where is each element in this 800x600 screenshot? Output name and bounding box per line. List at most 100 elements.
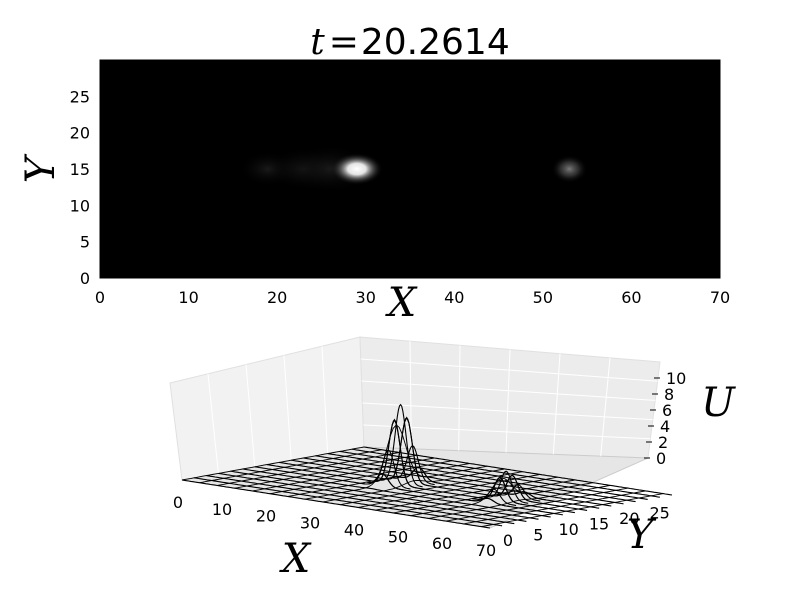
surface-x-tick-label: 20 [256,507,276,526]
surface-x-tick-label: 30 [300,514,320,533]
surface-peak-1-ridge [502,491,547,501]
surface-peak-1-ridge [490,474,535,503]
surface-z-label: U [701,380,736,426]
back-pane-hgridline [361,380,656,401]
surface-x-ticks: 0 10 20 30 40 50 60 70 [173,493,496,560]
heatmap-x-tick-label: 30 [356,288,376,307]
mesh-column [463,490,646,525]
surface-x-tick-label: 60 [432,534,452,553]
heatmap-y-tick-label: 10 [70,196,90,215]
back-pane-gridline [552,353,561,455]
left-pane-gridline [321,346,329,454]
surface-x-tick-label: 0 [173,493,183,512]
back-pane-gridline [409,341,412,449]
heatmap-y-label: Y [18,153,64,183]
surface-z-tick-label: 8 [664,385,674,404]
mesh-row [351,448,660,498]
title-equals: = [329,22,359,63]
surface-peak-1-ridge [465,497,511,508]
mesh-row [363,446,673,496]
back-pane-gridline [458,345,461,451]
surface-x-tick-label: 10 [212,500,232,519]
mesh-column [252,457,435,492]
mesh-row [291,459,600,509]
mesh-column [375,476,558,511]
heatmap-x-tick-label: 50 [533,288,553,307]
heatmap-x-tick-label: 20 [267,288,287,307]
surface-y-ticks: 0 5 10 15 20 25 [503,504,670,551]
surface-peaks [360,403,547,508]
mesh-row [218,472,527,522]
heatmap-x-tick-label: 10 [178,288,198,307]
mesh-row [303,457,612,507]
surface-z-tick-label: 2 [658,433,668,452]
heatmap-x-tick-label: 70 [710,288,730,307]
heatmap-x-label: X [385,280,418,326]
surface-peak-1-ridge [478,476,523,505]
back-pane-hgridline [363,424,651,440]
surface-y-tick-label: 25 [649,504,669,523]
mesh-row [230,470,539,520]
mesh-column [481,493,664,528]
heatmap-x-tick-label: 40 [444,288,464,307]
surface-y-label: Y [627,512,657,558]
mesh-row [181,479,491,529]
title-variable: t [310,22,325,63]
mesh-row [206,475,515,525]
mesh-row [242,468,551,518]
mesh-column [199,449,382,484]
surface-x-label: X [279,536,312,582]
heatmap-x-ticks: 0 10 20 30 40 50 60 70 [95,274,730,307]
surface-z-tick-label: 6 [662,401,672,420]
mesh-row [339,450,648,500]
mesh-row [327,453,636,503]
surface-peak-1-ridge [472,488,517,507]
back-pane-hgridline [360,358,658,382]
surface-y-tick-label: 15 [589,515,609,534]
heatmap-y-tick-label: 25 [70,87,90,106]
surface-peak-1-ridge [484,470,529,504]
surface-y-tick-label: 0 [503,531,513,550]
left-pane-gridline [245,364,256,467]
surface-peak-0-ridge [396,466,441,485]
mesh-column [357,473,541,508]
surface-z-tick-label: 4 [660,417,670,436]
title-value: 20.2614 [361,22,510,63]
mesh-row [315,455,624,505]
surface-peak-0-ridge [390,445,435,486]
surface-x-tick-label: 40 [344,520,364,539]
back-pane-gridline [505,349,511,453]
mesh-row [194,477,503,527]
surface-mesh [181,416,673,529]
left-pane-gridline [283,355,292,461]
surface-peak-0-ridge [360,473,405,491]
mesh-row [279,416,588,511]
left-pane-gridline [207,373,219,474]
mesh-column [340,471,523,506]
heatmap-y-ticks: 0 5 10 15 20 25 [70,87,720,288]
surface-z-tick-label: 10 [666,369,686,388]
surface-y-tick-label: 5 [533,526,543,545]
mesh-row [266,418,575,514]
heatmap-peak-1 [551,155,588,183]
surface-y-tick-label: 20 [619,509,639,528]
back-pane-hgridline [362,402,653,421]
heatmap-peak-0 [330,153,383,185]
heatmap-background [100,60,720,278]
surface-peak-1-ridge [496,484,541,502]
mesh-column [269,460,453,495]
heatmap-y-tick-label: 15 [70,160,90,179]
heatmap-y-tick-label: 0 [80,269,90,288]
mesh-column [445,487,629,522]
heatmap-x-tick-label: 60 [621,288,641,307]
surface-x-tick-label: 50 [388,527,408,546]
surface-y-tick-label: 10 [558,520,578,539]
mesh-column [217,452,400,486]
surface-pane-grid [207,341,658,474]
back-pane-gridline [600,357,611,457]
surface-x-tick-label: 70 [476,541,496,560]
heatmap-y-tick-label: 5 [80,233,90,252]
